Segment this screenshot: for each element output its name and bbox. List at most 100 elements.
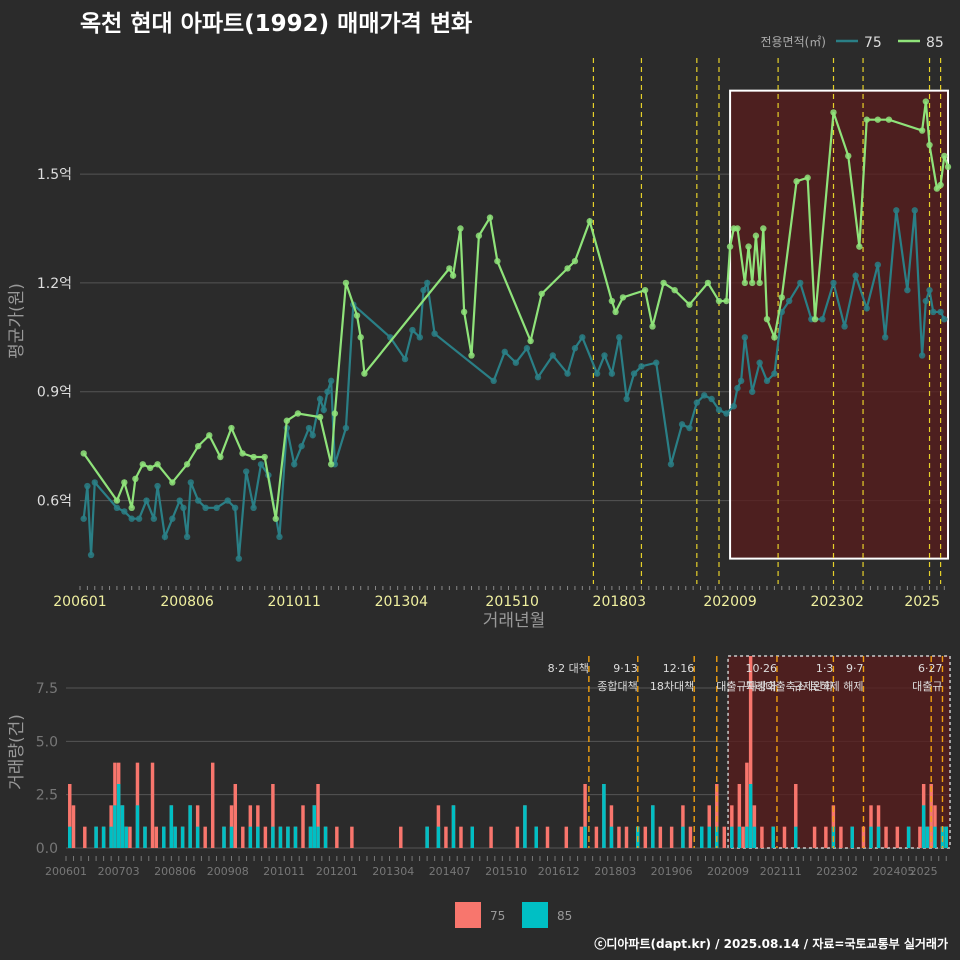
data-point-75 bbox=[723, 410, 730, 417]
data-point-85 bbox=[494, 257, 501, 265]
bar-85 bbox=[681, 826, 685, 848]
data-point-85 bbox=[586, 218, 593, 225]
data-point-85 bbox=[771, 334, 778, 341]
bottom-x-tick-label: 201304 bbox=[372, 865, 414, 878]
bar-75 bbox=[643, 826, 648, 848]
bar-75 bbox=[71, 805, 76, 848]
bar-75 bbox=[195, 805, 200, 848]
data-point-85 bbox=[261, 453, 268, 461]
data-point-85 bbox=[745, 243, 752, 250]
data-point-85 bbox=[941, 152, 948, 160]
bar-75 bbox=[812, 826, 817, 848]
data-point-85 bbox=[353, 312, 361, 319]
bottom-x-tick-label: 201803 bbox=[594, 865, 636, 878]
policy-label-top: 8·2 대책 bbox=[548, 662, 589, 675]
bar-85 bbox=[748, 784, 753, 848]
bar-75 bbox=[669, 826, 674, 848]
bar-75 bbox=[839, 826, 843, 848]
bar-75 bbox=[782, 826, 787, 848]
bar-75 bbox=[895, 826, 900, 848]
top-x-tick-label: 200806 bbox=[160, 594, 214, 610]
bar-75 bbox=[271, 784, 275, 848]
data-point-75 bbox=[701, 392, 708, 399]
bar-75 bbox=[869, 805, 873, 848]
data-point-85 bbox=[357, 334, 364, 341]
data-point-85 bbox=[121, 479, 128, 486]
data-point-75 bbox=[730, 403, 737, 410]
data-point-75 bbox=[708, 395, 715, 403]
bottom-x-tick-label: 202009 bbox=[707, 865, 749, 878]
bar-85 bbox=[124, 826, 128, 848]
bottom-x-tick-label: 201407 bbox=[429, 865, 471, 878]
data-point-75 bbox=[763, 377, 771, 385]
bar-85 bbox=[850, 826, 854, 848]
bottom-legend-swatch-85 bbox=[522, 902, 548, 928]
data-point-75 bbox=[785, 297, 793, 305]
bar-85 bbox=[312, 805, 317, 848]
data-point-85 bbox=[228, 424, 235, 432]
data-point-75 bbox=[819, 315, 826, 323]
data-point-85 bbox=[671, 286, 678, 294]
bar-75 bbox=[256, 805, 260, 848]
bar-85 bbox=[876, 826, 881, 848]
data-point-75 bbox=[941, 315, 948, 323]
data-point-75 bbox=[564, 370, 571, 377]
bar-75 bbox=[128, 826, 132, 848]
data-point-85 bbox=[756, 279, 763, 287]
data-point-75 bbox=[841, 323, 848, 330]
bar-85 bbox=[730, 826, 734, 848]
bar-85 bbox=[308, 826, 313, 848]
data-point-85 bbox=[217, 453, 224, 461]
bar-85 bbox=[120, 805, 125, 848]
data-point-75 bbox=[608, 370, 616, 377]
bar-85 bbox=[944, 826, 948, 848]
data-point-85 bbox=[169, 479, 176, 486]
data-point-75 bbox=[571, 345, 579, 352]
data-point-85 bbox=[830, 109, 837, 116]
bar-85 bbox=[699, 826, 704, 848]
data-point-75 bbox=[327, 377, 335, 385]
data-point-85 bbox=[468, 352, 475, 359]
bar-75 bbox=[515, 826, 520, 848]
bar-85 bbox=[436, 826, 441, 848]
data-point-85 bbox=[811, 315, 819, 323]
data-point-75 bbox=[904, 286, 911, 294]
bar-85 bbox=[609, 826, 614, 848]
data-point-75 bbox=[202, 504, 209, 512]
data-point-75 bbox=[324, 388, 331, 395]
data-point-85 bbox=[778, 294, 785, 301]
legend-label-85: 85 bbox=[926, 35, 944, 51]
bottom-y-axis-title: 거래량(건) bbox=[7, 714, 27, 790]
data-point-85 bbox=[641, 286, 649, 294]
policy-label-top: 6·27 bbox=[918, 662, 943, 675]
data-point-85 bbox=[342, 279, 350, 287]
data-point-75 bbox=[169, 515, 176, 522]
data-point-75 bbox=[579, 334, 586, 341]
data-point-85 bbox=[723, 297, 730, 305]
bar-85 bbox=[195, 826, 200, 848]
data-point-85 bbox=[449, 272, 457, 279]
data-point-75 bbox=[741, 334, 749, 341]
data-point-85 bbox=[793, 178, 800, 185]
top-y-tick-label: 1.5억 bbox=[37, 167, 72, 183]
bar-75 bbox=[109, 805, 113, 848]
data-point-85 bbox=[734, 225, 741, 232]
bar-75 bbox=[489, 826, 493, 848]
data-point-85 bbox=[686, 301, 693, 308]
data-point-75 bbox=[797, 279, 804, 287]
data-point-85 bbox=[139, 461, 146, 468]
data-point-75 bbox=[930, 308, 937, 316]
bar-85 bbox=[523, 805, 527, 848]
bottom-x-tick-label: 201906 bbox=[651, 865, 693, 878]
bar-85 bbox=[248, 826, 253, 848]
bar-85 bbox=[921, 805, 926, 848]
data-point-75 bbox=[882, 334, 889, 341]
data-point-75 bbox=[342, 424, 350, 432]
bar-85 bbox=[188, 805, 192, 848]
data-point-75 bbox=[180, 504, 187, 512]
data-point-85 bbox=[446, 265, 453, 272]
data-point-75 bbox=[291, 461, 298, 468]
data-point-75 bbox=[154, 482, 161, 490]
top-x-tick-label: 201803 bbox=[593, 594, 646, 610]
